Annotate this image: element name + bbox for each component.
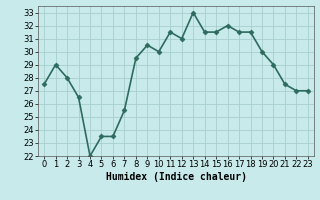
X-axis label: Humidex (Indice chaleur): Humidex (Indice chaleur) — [106, 172, 246, 182]
